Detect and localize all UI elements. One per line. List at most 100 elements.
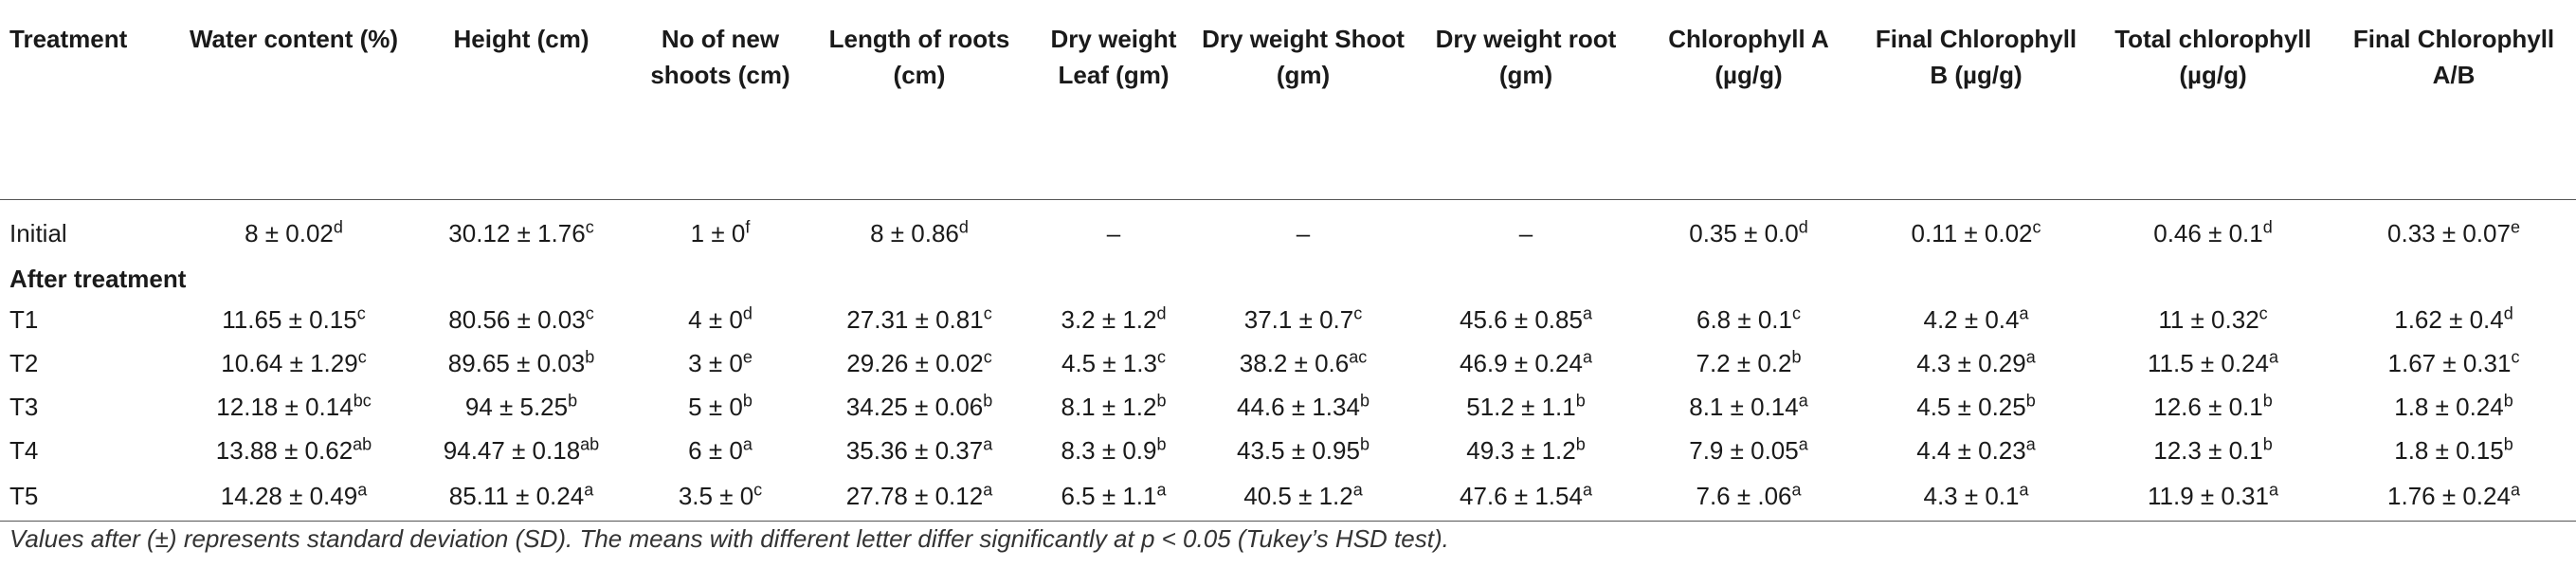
table-cell: 1.8 ± 0.24b: [2331, 386, 2576, 430]
cell-value: 46.9 ± 0.24: [1460, 349, 1583, 377]
table-cell: 80.56 ± 0.03c: [408, 299, 635, 342]
significance-letter: a: [2025, 347, 2036, 367]
significance-letter: a: [2025, 434, 2036, 454]
column-header: No of new shoots (cm): [635, 4, 806, 200]
column-header: Treatment: [0, 4, 180, 200]
table-cell: 40.5 ± 1.2a: [1194, 472, 1412, 522]
cell-value: 7.2 ± 0.2: [1696, 349, 1792, 377]
column-header: Dry weight root (gm): [1412, 4, 1640, 200]
table-cell: 1.62 ± 0.4d: [2331, 299, 2576, 342]
table-cell: 49.3 ± 1.2b: [1412, 430, 1640, 473]
significance-letter: e: [2510, 217, 2520, 237]
table-cell: 30.12 ± 1.76c: [408, 199, 635, 261]
table-cell: 43.5 ± 0.95b: [1194, 430, 1412, 473]
cell-value: 3.2 ± 1.2: [1061, 305, 1157, 334]
cell-value: 3.5 ± 0: [678, 482, 754, 510]
cell-value: 51.2 ± 1.1: [1466, 393, 1576, 421]
table-row: T4 13.88 ± 0.62ab 94.47 ± 0.18ab 6 ± 0a 35.3…: [0, 430, 2576, 473]
cell-value: 14.28 ± 0.49: [220, 482, 358, 510]
table-cell: –: [1412, 199, 1640, 261]
significance-letter: d: [1156, 303, 1167, 323]
table-body: Initial 8 ± 0.02d 30.12 ± 1.76c 1 ± 0f 8 ± 0…: [0, 199, 2576, 522]
cell-value: 4.2 ± 0.4: [1923, 305, 2020, 334]
table-cell: 34.25 ± 0.06b: [806, 386, 1033, 430]
table-cell: 29.26 ± 0.02c: [806, 342, 1033, 386]
table-row: Initial 8 ± 0.02d 30.12 ± 1.76c 1 ± 0f 8 ± 0…: [0, 199, 2576, 261]
row-label: T4: [9, 436, 39, 465]
column-header: Dry weight Shoot (gm): [1194, 4, 1412, 200]
cell-value: 12.6 ± 0.1: [2153, 393, 2263, 421]
cell-value: 11.65 ± 0.15: [222, 305, 357, 334]
significance-letter: b: [1156, 391, 1167, 411]
table-cell: 27.78 ± 0.12a: [806, 472, 1033, 522]
significance-letter: a: [1582, 480, 1592, 500]
table-cell: 8.3 ± 0.9b: [1033, 430, 1194, 473]
significance-letter: c: [2511, 347, 2520, 367]
table-cell: 94.47 ± 0.18ab: [408, 430, 635, 473]
cell-value: 49.3 ± 1.2: [1466, 436, 1576, 465]
table-cell: 51.2 ± 1.1b: [1412, 386, 1640, 430]
table-cell: 85.11 ± 0.24a: [408, 472, 635, 522]
significance-letter: b: [983, 391, 993, 411]
significance-letter: d: [742, 303, 753, 323]
table-cell: 3 ± 0e: [635, 342, 806, 386]
section-row: After treatment: [0, 261, 2576, 299]
significance-letter: c: [357, 347, 367, 367]
significance-letter: ab: [580, 434, 600, 454]
significance-letter: f: [745, 217, 751, 237]
significance-letter: b: [742, 391, 753, 411]
table-cell: 11.9 ± 0.31a: [2095, 472, 2331, 522]
table-cell: 12.18 ± 0.14bc: [180, 386, 408, 430]
table-cell: 44.6 ± 1.34b: [1194, 386, 1412, 430]
cell-value: 43.5 ± 0.95: [1237, 436, 1360, 465]
table-footnote: Values after (±) represents standard dev…: [9, 524, 1449, 553]
significance-letter: d: [2262, 217, 2273, 237]
cell-value: 1 ± 0: [690, 219, 746, 247]
results-table: Treatment Water content (%) Height (cm) …: [0, 4, 2576, 522]
table-cell: 14.28 ± 0.49a: [180, 472, 408, 522]
significance-letter: a: [1798, 391, 1808, 411]
cell-value: 4.5 ± 0.25: [1916, 393, 2026, 421]
cell-value: 4.3 ± 0.1: [1923, 482, 2020, 510]
cell-value: 1.8 ± 0.24: [2394, 393, 2504, 421]
cell-value: 1.8 ± 0.15: [2394, 436, 2504, 465]
cell-value: 47.6 ± 1.54: [1460, 482, 1583, 510]
row-label: T1: [9, 305, 39, 334]
cell-value: 11.5 ± 0.24: [2147, 349, 2269, 377]
significance-letter: b: [2262, 434, 2273, 454]
table-cell: 38.2 ± 0.6ac: [1194, 342, 1412, 386]
cell-value: 45.6 ± 0.85: [1460, 305, 1583, 334]
table-cell: 3.2 ± 1.2d: [1033, 299, 1194, 342]
table-cell: 11 ± 0.32c: [2095, 299, 2331, 342]
significance-letter: d: [333, 217, 343, 237]
cell-value: 6.8 ± 0.1: [1696, 305, 1792, 334]
significance-letter: ac: [1349, 347, 1368, 367]
cell-value: 11 ± 0.32: [2158, 305, 2259, 334]
column-header: Water content (%): [180, 4, 408, 200]
column-header: Final Chlorophyll A/B: [2331, 4, 2576, 200]
significance-letter: b: [1156, 434, 1167, 454]
cell-value: 1.67 ± 0.31: [2387, 349, 2512, 377]
table-cell: 6 ± 0a: [635, 430, 806, 473]
table-cell: 3.5 ± 0c: [635, 472, 806, 522]
significance-letter: c: [1157, 347, 1166, 367]
table-cell: 47.6 ± 1.54a: [1412, 472, 1640, 522]
significance-letter: b: [585, 347, 595, 367]
column-header: Total chlorophyll (µg/g): [2095, 4, 2331, 200]
cell-value: 8 ± 0.02: [245, 219, 334, 247]
cell-value: 1.62 ± 0.4: [2394, 305, 2504, 334]
row-label: T2: [9, 349, 39, 377]
row-label: T5: [0, 472, 180, 522]
significance-letter: c: [2259, 303, 2268, 323]
column-header: Dry weight Leaf (gm): [1033, 4, 1194, 200]
table-cell: 8.1 ± 0.14a: [1640, 386, 1858, 430]
cell-value: 37.1 ± 0.7: [1243, 305, 1354, 334]
table-cell: 6.8 ± 0.1c: [1640, 299, 1858, 342]
cell-value: 11.9 ± 0.31: [2147, 482, 2269, 510]
significance-letter: a: [1582, 347, 1592, 367]
cell-value: 8.3 ± 0.9: [1061, 436, 1157, 465]
table-cell: 12.3 ± 0.1b: [2095, 430, 2331, 473]
cell-value: 6.5 ± 1.1: [1061, 482, 1157, 510]
cell-value: 12.18 ± 0.14: [216, 393, 354, 421]
table-cell: –: [1194, 199, 1412, 261]
